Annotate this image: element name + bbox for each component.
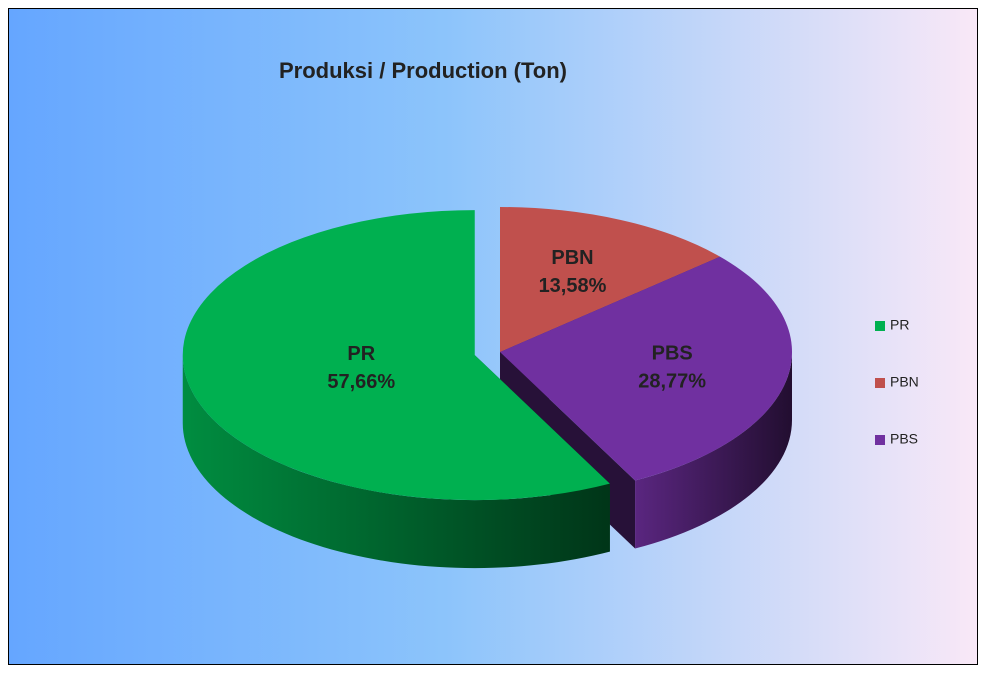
slice-side — [182, 355, 610, 569]
legend-swatch — [875, 378, 885, 388]
chart-title: Produksi / Production (Ton) — [279, 58, 567, 83]
data-labels: PBN 13,58% PBS 28,77% PR 57,66% — [327, 247, 706, 393]
legend-label: PBS — [890, 431, 918, 447]
slice-value-label: 57,66% — [327, 371, 395, 393]
pie-tops — [182, 207, 792, 501]
slice-category-label: PR — [347, 343, 375, 365]
legend: PR PBN PBS — [875, 317, 919, 447]
slice-category-label: PBS — [652, 342, 693, 364]
legend-label: PBN — [890, 374, 919, 390]
legend-label: PR — [890, 317, 909, 333]
pie-slice — [500, 207, 720, 352]
legend-swatch — [875, 435, 885, 445]
slice-category-label: PBN — [551, 247, 593, 269]
slice-value-label: 13,58% — [539, 275, 607, 297]
pie-slice — [182, 210, 610, 501]
pie-slice — [500, 256, 792, 481]
slice-side — [635, 352, 792, 549]
legend-swatch — [875, 321, 885, 331]
slice-value-label: 28,77% — [638, 370, 706, 392]
